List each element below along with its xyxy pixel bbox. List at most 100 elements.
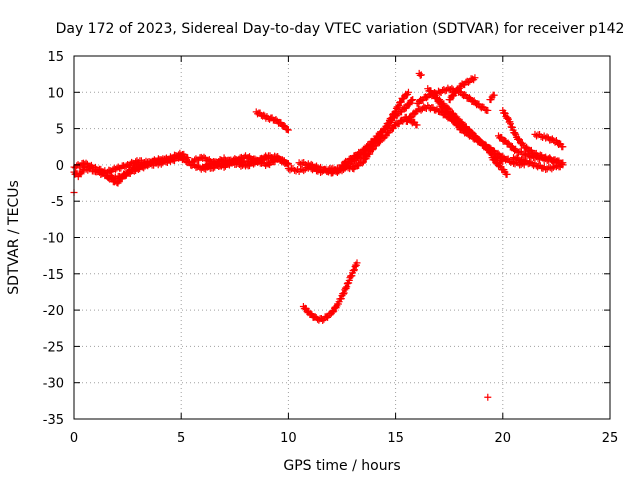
data-point: [351, 263, 359, 271]
data-point: [417, 71, 425, 79]
x-tick-label: 15: [387, 431, 404, 446]
data-point: [254, 158, 262, 166]
data-point: [464, 78, 472, 86]
data-point: [532, 132, 540, 140]
data-point: [291, 166, 299, 174]
data-point: [501, 109, 509, 117]
data-point: [108, 174, 116, 182]
data-point: [376, 138, 384, 146]
data-point: [461, 91, 469, 99]
data-point: [484, 393, 492, 401]
data-point: [352, 152, 360, 160]
x-tick-label: 5: [177, 431, 185, 446]
data-point: [394, 103, 402, 111]
x-tick-label: 10: [280, 431, 297, 446]
data-point: [350, 266, 358, 274]
data-point: [301, 161, 309, 169]
series-arc-early-3: [102, 157, 174, 183]
data-point: [342, 285, 350, 293]
data-point: [407, 114, 415, 122]
y-tick-label: 5: [56, 123, 64, 138]
x-tick-label: 0: [70, 431, 78, 446]
y-tick-label: -5: [51, 195, 64, 210]
data-point: [503, 170, 511, 178]
data-point: [471, 134, 479, 142]
data-point: [484, 106, 492, 114]
data-point: [440, 103, 448, 111]
data-point: [272, 115, 280, 123]
data-point: [507, 120, 515, 128]
data-point: [436, 98, 444, 106]
data-point: [450, 117, 458, 125]
data-point: [145, 161, 153, 169]
data-point: [511, 129, 519, 137]
data-point: [537, 133, 545, 141]
series-arc-late-1: [499, 106, 560, 165]
data-point: [476, 137, 484, 145]
series-arc-isolated-high: [252, 108, 292, 134]
data-point: [350, 267, 358, 275]
data-point: [319, 317, 327, 325]
data-point: [499, 152, 507, 160]
x-tick-label: 25: [602, 431, 619, 446]
axis-layer: 0 5 10 15 20 25 -35 -30 -25 -20 -15 -10 -5 0 5 10 15: [43, 50, 619, 446]
data-point: [546, 155, 554, 163]
data-point: [404, 88, 412, 96]
data-point: [490, 91, 498, 99]
data-point: [234, 159, 242, 167]
data-point: [471, 74, 479, 82]
data-point: [348, 155, 356, 163]
data-point: [280, 122, 288, 130]
data-point: [409, 96, 417, 104]
x-axis-title: GPS time / hours: [283, 458, 400, 474]
data-point: [536, 155, 544, 163]
data-point: [84, 166, 92, 174]
data-point: [353, 259, 361, 267]
data-point: [408, 96, 416, 104]
y-tick-label: 0: [56, 159, 64, 174]
data-point: [157, 160, 165, 168]
data-layer: [70, 69, 567, 401]
series-arc-negative-dip: [299, 259, 361, 325]
x-tick-label: 20: [495, 431, 512, 446]
series-arc-top-right: [445, 74, 479, 104]
series-arc-mid-3: [199, 152, 292, 172]
data-point: [368, 146, 376, 154]
data-point: [340, 289, 348, 297]
data-point: [337, 295, 345, 303]
series-outlier-low: [484, 393, 492, 401]
series-arc-late-5: [488, 154, 511, 178]
data-point: [515, 136, 523, 144]
y-tick-label: 15: [47, 50, 64, 65]
data-point: [339, 290, 347, 298]
data-point: [300, 167, 308, 175]
data-point: [496, 161, 504, 169]
data-point: [559, 161, 567, 169]
data-point: [283, 159, 291, 167]
data-point: [307, 310, 315, 318]
data-point: [494, 149, 502, 157]
data-point: [166, 157, 174, 165]
y-tick-label: -20: [43, 304, 64, 319]
y-tick-label: -35: [43, 413, 64, 428]
series-arc-early-2: [70, 152, 185, 177]
data-point: [269, 154, 277, 162]
series-arc-late-4: [531, 130, 567, 151]
data-point: [358, 159, 366, 167]
y-tick-label: -10: [43, 232, 64, 247]
series-arc-rise-2: [338, 96, 417, 169]
data-point: [559, 143, 567, 151]
data-point: [329, 308, 337, 316]
data-point: [515, 135, 523, 143]
y-tick-label: -25: [43, 340, 64, 355]
y-tick-label: -30: [43, 377, 64, 392]
data-point: [545, 156, 553, 164]
y-tick-label: 10: [47, 86, 64, 101]
data-point: [381, 133, 389, 141]
data-point: [504, 114, 512, 122]
data-point: [284, 126, 292, 134]
series-arc-short-right: [486, 91, 498, 104]
